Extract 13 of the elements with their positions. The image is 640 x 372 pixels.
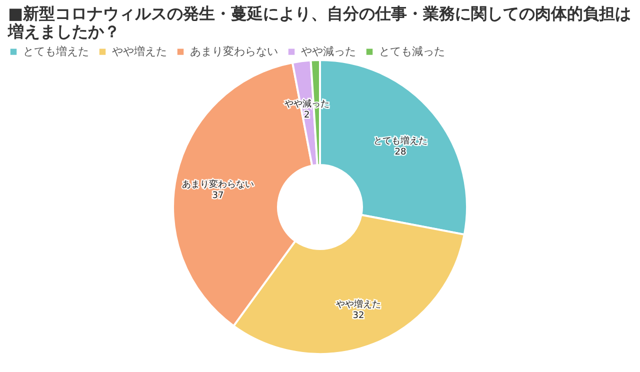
data-label: 37 xyxy=(212,191,224,202)
slice-label: とても増えた xyxy=(374,135,428,146)
slice-label: やや増えた xyxy=(336,299,381,310)
data-label: 32 xyxy=(352,311,364,322)
legend-label: やや減った xyxy=(301,44,356,58)
legend-label: やや増えた xyxy=(112,44,167,58)
data-label: 2 xyxy=(304,110,310,120)
legend-label: あまり変わらない xyxy=(190,44,278,58)
data-label: 28 xyxy=(394,147,407,158)
legend-label: とても増えた xyxy=(23,44,89,58)
legend-label: とても減った xyxy=(379,44,445,58)
chart-title: ■新型コロナウィルスの発生・蔓延により、自分の仕事・業務に関しての肉体的負担は増えましたか？ xyxy=(7,4,632,41)
slice-label: あまり変わらない xyxy=(182,179,254,190)
